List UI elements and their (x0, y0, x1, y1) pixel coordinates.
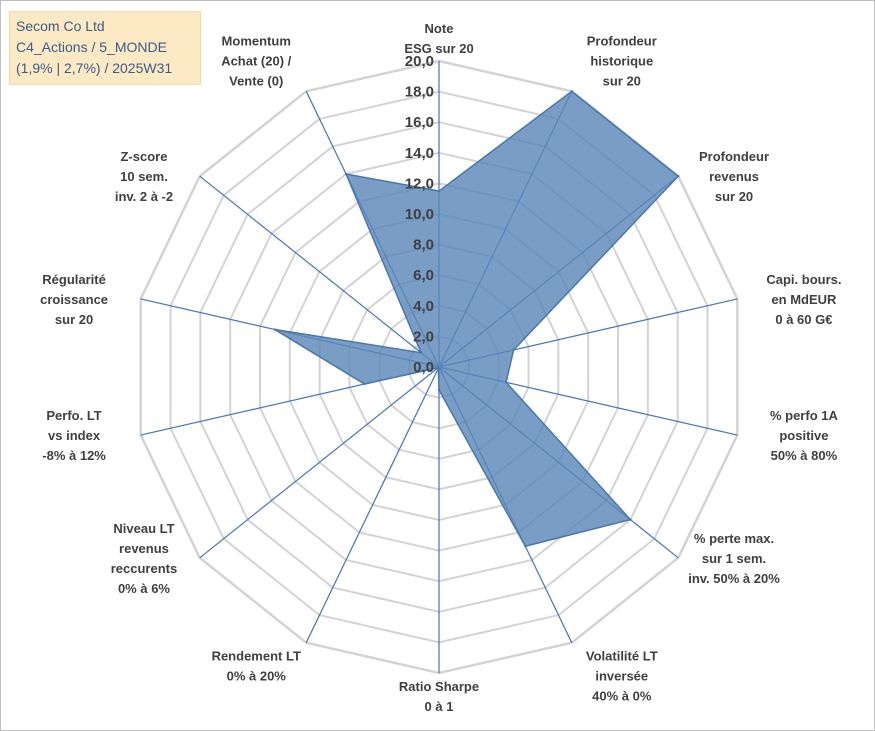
tick-label: 18,0 (405, 84, 434, 101)
axis-label-line: Ratio Sharpe (399, 679, 479, 694)
axis-label-line: Capi. bours. (766, 272, 841, 287)
axis-label-line: inversée (595, 669, 648, 684)
tick-label: 2,0 (413, 328, 434, 345)
axis-label-line: en MdEUR (771, 292, 837, 307)
data-point (436, 366, 440, 370)
title-line-2: C4_Actions / 5_MONDE (16, 39, 167, 55)
axis-label-line: vs index (48, 428, 101, 443)
title-line-1: Secom Co Ltd (16, 18, 105, 34)
axis-label: Profondeur revenus sur 20 (699, 149, 769, 204)
axis-label: Niveau LT revenus reccurents 0% à 6% (111, 521, 177, 596)
axis-label: Ratio Sharpe 0 à 1 (399, 679, 479, 714)
data-point (524, 545, 527, 548)
axis-label-line: Note (425, 21, 454, 36)
tick-label: 20,0 (405, 53, 434, 70)
axis-label-line: Achat (20) / (221, 53, 291, 68)
axis-label-line: inv. 2 à -2 (115, 189, 173, 204)
axis-label-line: reccurents (111, 561, 177, 576)
chart-title-box: Secom Co Ltd C4_Actions / 5_MONDE (1,9% … (9, 11, 201, 85)
axis-label-line: ESG sur 20 (404, 41, 473, 56)
axis-label: Régularité croissance sur 20 (40, 272, 108, 327)
axis-label-line: sur 1 sem. (702, 551, 766, 566)
data-point (437, 388, 441, 392)
axis-label-line: revenus (119, 541, 169, 556)
title-line-3: (1,9% | 2,7%) / 2025W31 (16, 60, 173, 76)
axis-label-line: Rendement LT (212, 649, 301, 664)
axis-label: Profondeur historique sur 20 (587, 33, 657, 88)
axis-label-line: 0% à 20% (227, 669, 287, 684)
axis-label-line: Vente (0) (229, 73, 283, 88)
axis-label-line: sur 20 (603, 73, 641, 88)
axis-spoke (199, 175, 440, 368)
data-point (629, 518, 632, 521)
axis-label: Z-score 10 sem. inv. 2 à -2 (115, 149, 173, 204)
tick-label: 8,0 (413, 237, 434, 254)
tick-label: 14,0 (405, 145, 434, 162)
tick-label: 6,0 (413, 267, 434, 284)
axis-label: Note ESG sur 20 (404, 21, 473, 56)
axis-spoke (199, 366, 440, 559)
axis-label-line: Momentum (222, 33, 291, 48)
axis-label-line: Volatilité LT (586, 649, 658, 664)
axis-label-line: 50% à 80% (771, 448, 838, 463)
tick-label: 4,0 (413, 298, 434, 315)
axis-label-line: Perfo. LT (46, 408, 101, 423)
data-point (512, 348, 515, 352)
axis-spoke (305, 366, 440, 643)
axis-label-line: Régularité (42, 272, 106, 287)
axis-label: Capi. bours. en MdEUR 0 à 60 G€ (766, 272, 841, 327)
data-point (677, 175, 680, 178)
data-point (570, 90, 573, 93)
data-point (437, 189, 441, 193)
axis-label-line: 0% à 6% (118, 581, 170, 596)
axis-label: % perte max. sur 1 sem. inv. 50% à 20% (688, 531, 780, 586)
axis-label: % perfo 1A positive 50% à 80% (770, 408, 839, 463)
axis-label: Rendement LT 0% à 20% (212, 649, 301, 684)
axis-label-line: Profondeur (587, 33, 657, 48)
data-point (344, 172, 348, 176)
axis-label-line: -8% à 12% (42, 448, 106, 463)
axis-label-line: 0 à 1 (425, 699, 454, 714)
tick-label: 10,0 (405, 206, 434, 223)
tick-label: 0,0 (413, 359, 434, 376)
tick-label: 12,0 (405, 175, 434, 192)
axis-label-line: % perte max. (694, 531, 774, 546)
axis-label-line: sur 20 (55, 312, 93, 327)
tick-label: 16,0 (405, 114, 434, 131)
axis-label-line: revenus (709, 169, 759, 184)
data-point (363, 382, 366, 386)
axis-label-line: 0 à 60 G€ (775, 312, 832, 327)
axis-label-line: % perfo 1A (770, 408, 839, 423)
axis-label-line: 40% à 0% (592, 689, 652, 704)
data-point (504, 381, 508, 384)
axis-label-line: historique (590, 53, 653, 68)
axis-label-line: sur 20 (715, 189, 753, 204)
data-point (419, 351, 423, 354)
axis-label: Momentum Achat (20) / Vente (0) (221, 33, 291, 88)
axis-label-line: 10 sem. (120, 169, 168, 184)
axis-label-line: inv. 50% à 20% (688, 571, 780, 586)
axis-label: Perfo. LT vs index -8% à 12% (42, 408, 106, 463)
axis-label-line: Z-score (120, 149, 167, 164)
axis-label-line: positive (779, 428, 828, 443)
axis-label-line: Niveau LT (113, 521, 174, 536)
axis-label-line: croissance (40, 292, 108, 307)
axis-label: Volatilité LT inversée 40% à 0% (586, 649, 658, 704)
data-point (273, 328, 277, 331)
axis-label-line: Profondeur (699, 149, 769, 164)
